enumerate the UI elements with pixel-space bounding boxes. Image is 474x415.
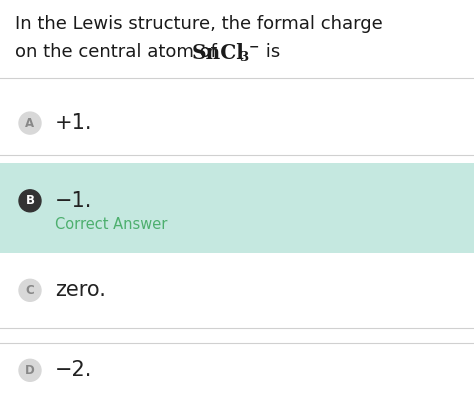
- Text: −1.: −1.: [55, 191, 92, 211]
- Text: −: −: [249, 41, 259, 54]
- Text: +1.: +1.: [55, 113, 92, 133]
- Text: SnCl: SnCl: [192, 43, 245, 63]
- Text: In the Lewis structure, the formal charge: In the Lewis structure, the formal charg…: [15, 15, 383, 33]
- Circle shape: [19, 279, 41, 301]
- Text: 3: 3: [239, 51, 248, 64]
- Circle shape: [19, 359, 41, 381]
- Text: zero.: zero.: [55, 280, 106, 300]
- Text: on the central atom of: on the central atom of: [15, 43, 223, 61]
- Text: −2.: −2.: [55, 360, 92, 380]
- Text: Correct Answer: Correct Answer: [55, 217, 167, 232]
- Text: C: C: [26, 284, 35, 297]
- Circle shape: [19, 112, 41, 134]
- Text: is: is: [260, 43, 280, 61]
- FancyBboxPatch shape: [0, 163, 474, 253]
- Text: D: D: [25, 364, 35, 377]
- Text: B: B: [26, 194, 35, 208]
- Text: A: A: [26, 117, 35, 129]
- Circle shape: [19, 190, 41, 212]
